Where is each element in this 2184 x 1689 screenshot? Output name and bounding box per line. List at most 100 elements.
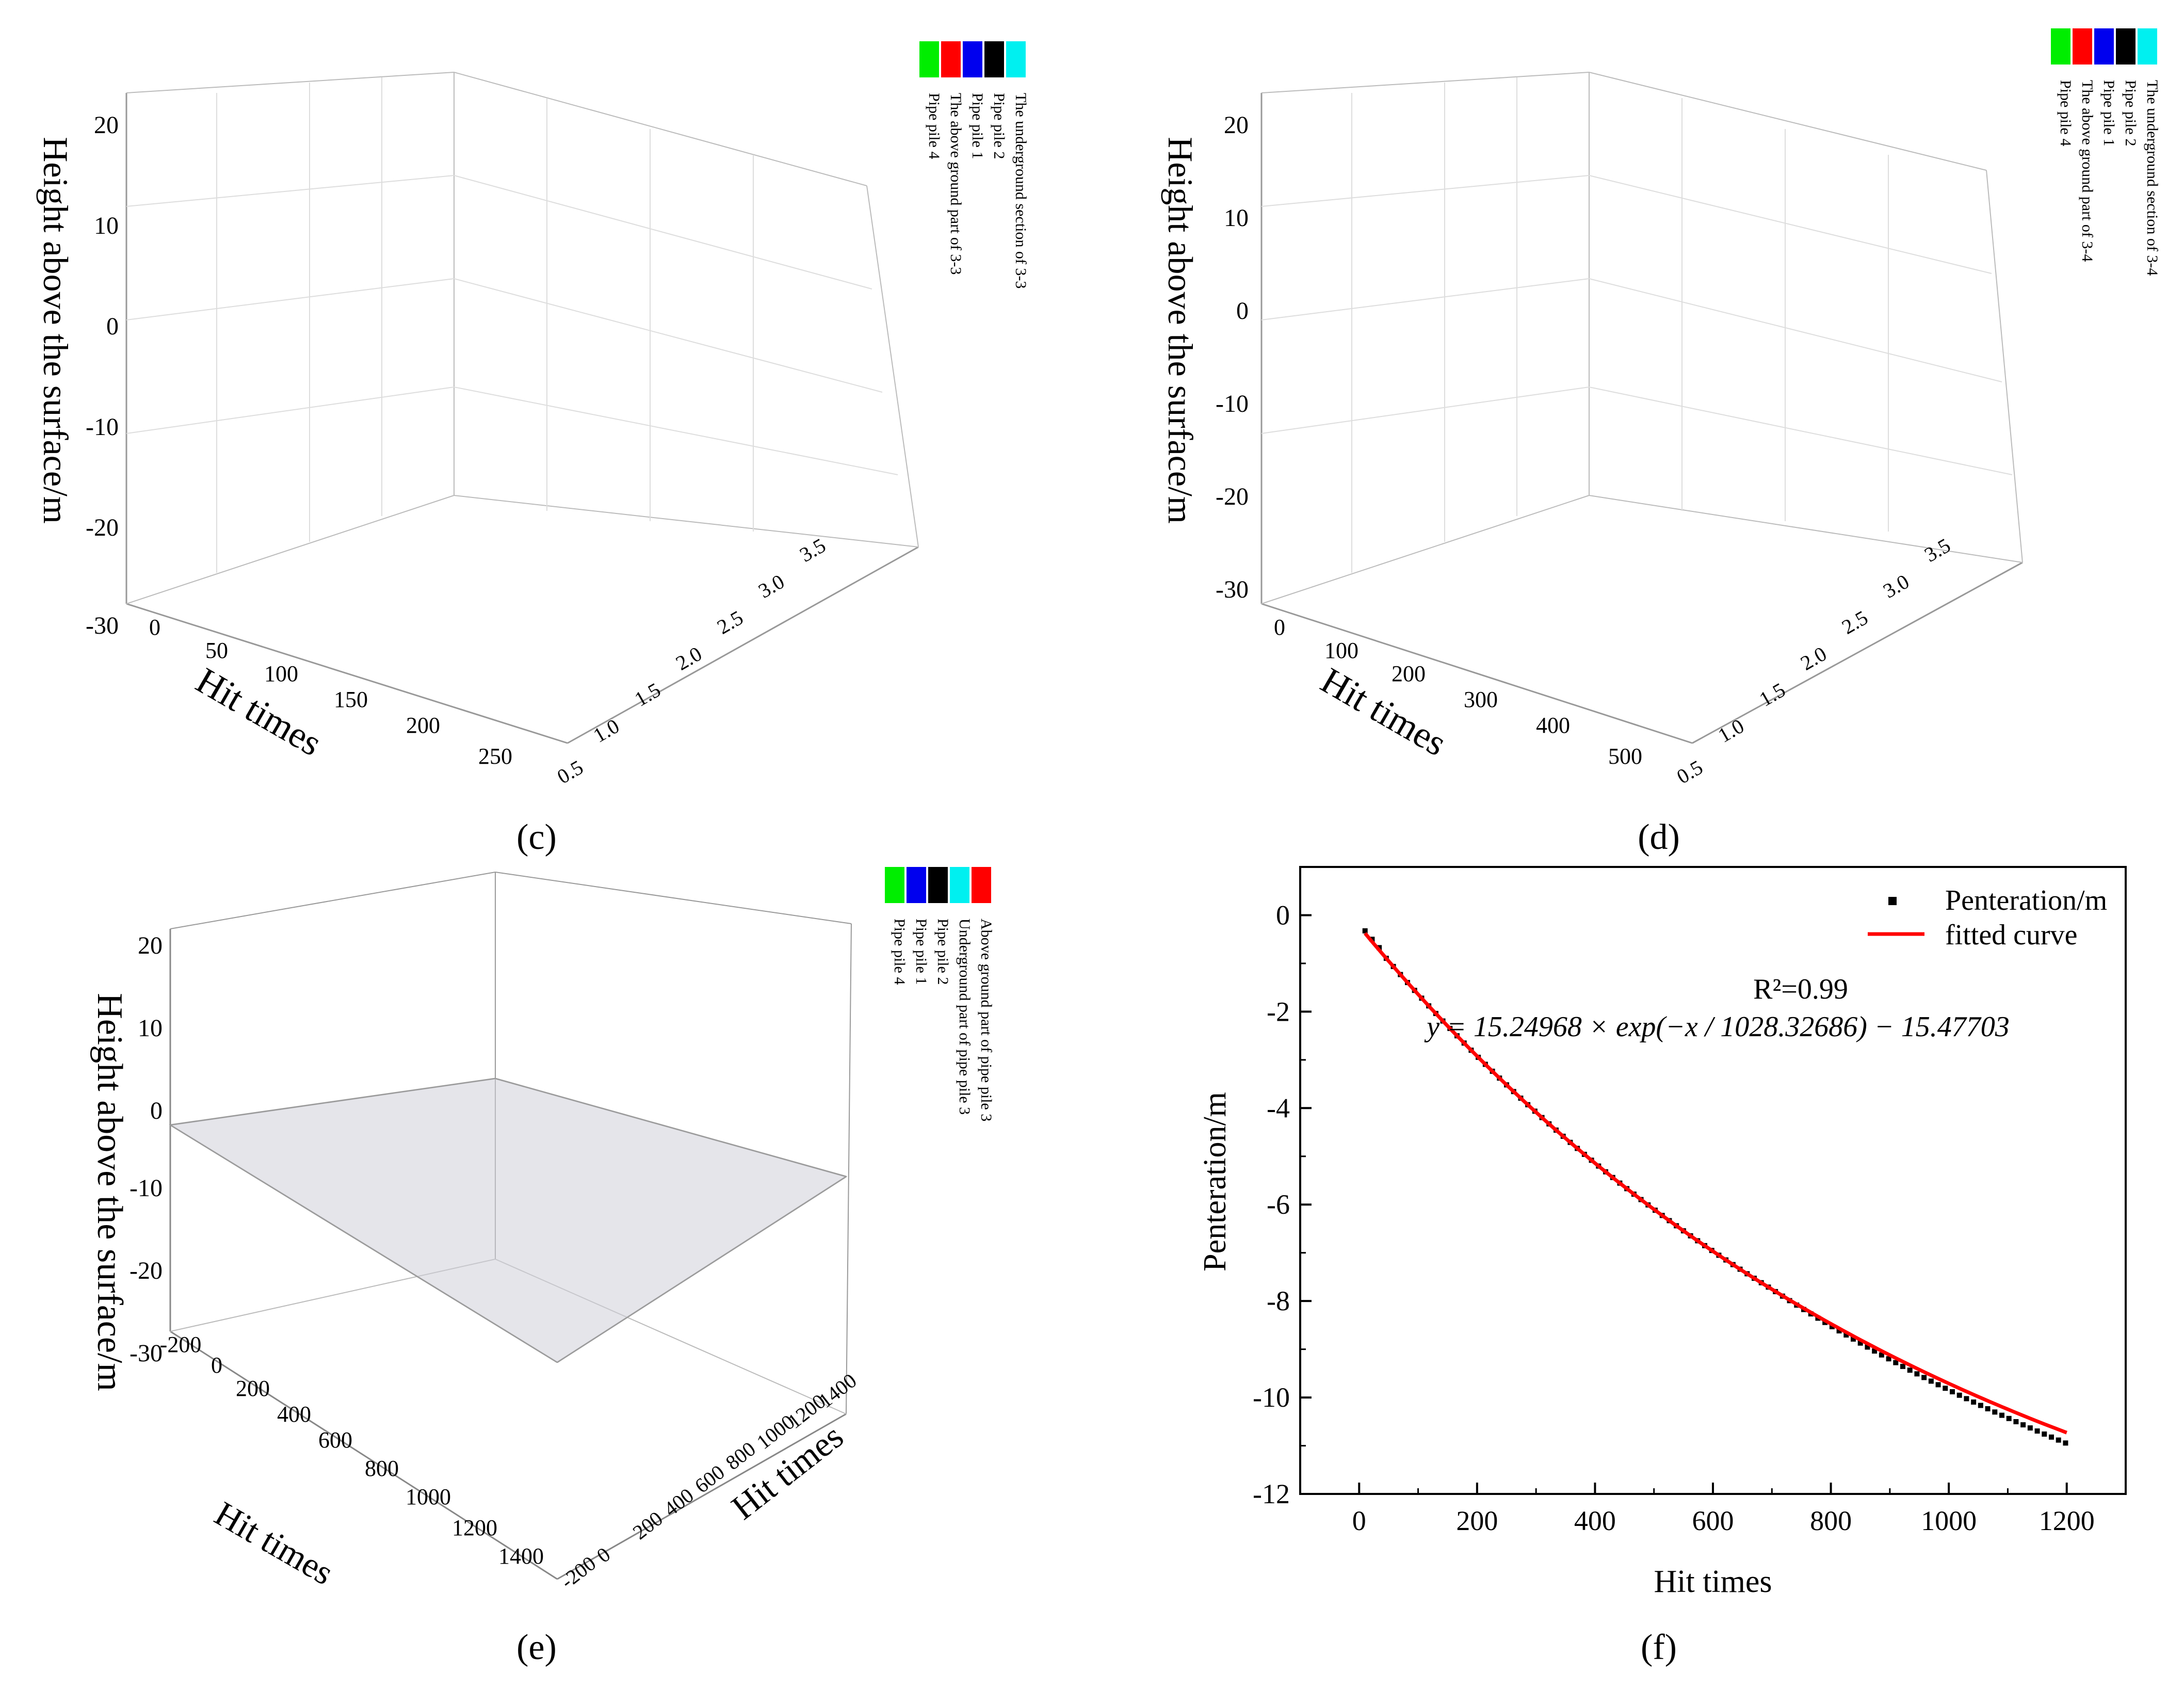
legend-swatch-black xyxy=(928,867,948,903)
x-tick-label: 0 xyxy=(149,615,160,640)
axis-grid-line xyxy=(126,495,455,604)
c-z-axis-label: Height above the surface/m xyxy=(36,137,75,524)
f-data-point xyxy=(1893,1360,1899,1365)
f-legend-points-label: Penteration/m xyxy=(1945,884,2107,916)
legend-swatch-red xyxy=(972,867,991,903)
f-data-point xyxy=(1943,1386,1948,1391)
x-tick-label: 50 xyxy=(205,638,228,663)
x-tick-label: 1000 xyxy=(406,1484,451,1509)
legend-label: Pipe pile 1 xyxy=(913,919,930,985)
axis-grid-line xyxy=(454,278,883,393)
x-tick-label: 200 xyxy=(1392,661,1426,686)
axis-grid-line xyxy=(1692,561,2023,744)
f-data-point xyxy=(1956,1392,1962,1398)
axis-grid-line xyxy=(1261,387,1590,434)
axis-grid-line xyxy=(1986,170,2023,563)
x-tick-label: 500 xyxy=(1608,744,1642,769)
legend-label: Pipe pile 2 xyxy=(2122,80,2139,146)
legend-swatch-red xyxy=(2073,28,2092,65)
z-tick-label: 20 xyxy=(1224,111,1249,139)
f-data-point xyxy=(1950,1389,1955,1395)
panel-c-label: (c) xyxy=(516,817,557,857)
panel-e-label: (e) xyxy=(516,1628,557,1667)
panel-e: 20 10 0 -10 -20 -30-200 0 200 400 600 800 100012001… xyxy=(90,867,995,1667)
f-data-point xyxy=(1921,1375,1927,1380)
axis-grid-line xyxy=(126,72,455,93)
f-data-point xyxy=(1992,1409,1998,1415)
axis-grid-line xyxy=(1261,495,1590,604)
e-ground-plane xyxy=(169,1077,848,1363)
axis-grid-line xyxy=(567,546,919,744)
f-y-tick-label: -10 xyxy=(1253,1382,1290,1413)
axis-grid-line xyxy=(1589,387,2013,475)
x-tick-label: -200 xyxy=(160,1332,202,1357)
axis-grid-line xyxy=(1589,175,1992,274)
axis-grid-line xyxy=(126,387,455,434)
z-tick-label: 0 xyxy=(1236,297,1249,325)
z-tick-label: -30 xyxy=(1216,576,1249,603)
f-x-tick-label: 1000 xyxy=(1921,1505,1977,1536)
axis-grid-line xyxy=(126,175,455,207)
legend-label: Above ground part of pipe pile 3 xyxy=(978,919,995,1121)
axis-grid-line xyxy=(1589,72,1987,171)
legend-swatch-cyan xyxy=(950,867,969,903)
legend-label: Pipe pile 1 xyxy=(969,93,986,159)
legend-swatch-blue xyxy=(963,41,982,77)
legend-label: Pipe pile 4 xyxy=(2057,80,2074,146)
f-ticks: 0 200 400 600 800 1000 1200 0 -2 -4 -6 -8 -10 -12 xyxy=(1253,866,2127,1536)
axis-grid-line xyxy=(846,923,852,1414)
panel-f: 0 200 400 600 800 1000 1200 0 -2 -4 -6 -8 -10 -12 Pen… xyxy=(1198,866,2127,1667)
legend-label: Pipe pile 2 xyxy=(934,919,951,985)
f-y-tick-label: -8 xyxy=(1267,1285,1290,1316)
x-tick-label: 200 xyxy=(236,1376,270,1401)
f-data-point xyxy=(1985,1406,1991,1411)
f-data-point xyxy=(1935,1382,1941,1388)
axis-grid-line xyxy=(1261,175,1590,207)
legend-label: The above ground part of 3-4 xyxy=(2079,80,2096,262)
x-tick-label: 1200 xyxy=(452,1515,497,1540)
f-data-point xyxy=(1907,1368,1913,1373)
f-data-point xyxy=(2006,1415,2012,1421)
axis-grid-line xyxy=(126,278,455,320)
f-data-point xyxy=(2020,1422,2026,1428)
f-data-point xyxy=(2049,1434,2054,1440)
x-tick-label: 100 xyxy=(1324,638,1358,663)
axis-grid-line xyxy=(454,72,867,186)
legend-swatch-cyan xyxy=(1006,41,1026,77)
f-x-axis-label: Hit times xyxy=(1654,1564,1772,1599)
legend-swatch-green xyxy=(885,867,904,903)
f-y-tick-label: 0 xyxy=(1276,899,1290,930)
legend-swatch-black xyxy=(2116,28,2136,65)
f-x-tick-label: 600 xyxy=(1692,1505,1734,1536)
c-legend: Pipe pile 4 The above ground part of 3-3 P… xyxy=(919,41,1029,288)
legend-label: Pipe pile 1 xyxy=(2100,80,2117,146)
f-data-point xyxy=(2042,1431,2047,1437)
legend-label: The above ground part of 3-3 xyxy=(947,93,964,275)
x-tick-label: 300 xyxy=(1464,687,1498,712)
z-tick-label: -30 xyxy=(86,612,119,639)
panel-d-label: (d) xyxy=(1638,817,1680,857)
z-tick-label: 0 xyxy=(150,1097,163,1124)
x-tick-label: 200 xyxy=(406,713,440,738)
f-data-point xyxy=(1843,1332,1849,1338)
f-data-point xyxy=(2034,1428,2040,1434)
f-legend-fit-label: fitted curve xyxy=(1945,919,2078,951)
e-z-axis-label: Height above the surface/m xyxy=(90,993,130,1391)
z-tick-label: 20 xyxy=(94,111,119,139)
f-data-point xyxy=(1857,1340,1863,1346)
f-y-axis-label: Penteration/m xyxy=(1198,1092,1233,1272)
panel-f-label: (f) xyxy=(1641,1628,1677,1667)
f-data-point xyxy=(1865,1344,1870,1350)
x-tick-label: 400 xyxy=(1536,713,1570,738)
x-tick-label: 400 xyxy=(277,1402,311,1427)
f-y-tick-label: -4 xyxy=(1267,1092,1290,1123)
legend-swatch-blue xyxy=(2094,28,2114,65)
f-data-point xyxy=(2063,1440,2068,1446)
axis-grid-line xyxy=(1589,495,2023,563)
f-x-tick-label: 200 xyxy=(1456,1505,1498,1536)
f-data-point xyxy=(1829,1324,1835,1329)
x-tick-label: 150 xyxy=(334,687,368,712)
f-x-tick-label: 800 xyxy=(1810,1505,1852,1536)
z-tick-label: 10 xyxy=(1224,204,1249,232)
